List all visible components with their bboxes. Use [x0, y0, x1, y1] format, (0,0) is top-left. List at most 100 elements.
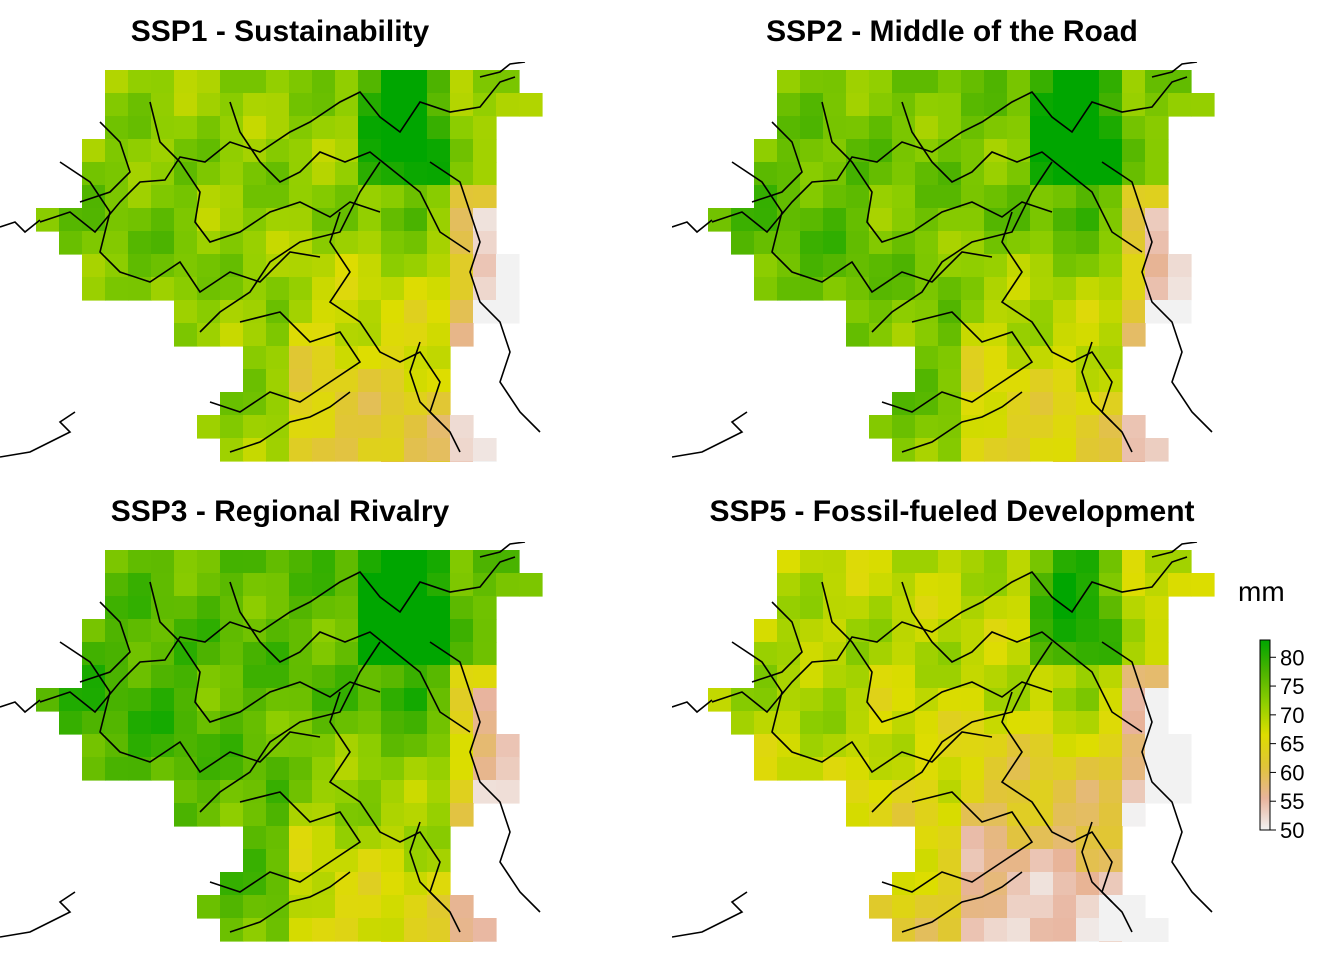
grid-cell — [938, 872, 962, 896]
grid-cell — [450, 323, 474, 347]
grid-cell — [473, 550, 497, 574]
grid-cell — [197, 688, 221, 712]
grid-cell — [961, 711, 985, 735]
grid-cell — [82, 619, 106, 643]
grid-cell — [1007, 849, 1031, 873]
grid-cell — [1145, 665, 1169, 689]
grid-cell — [869, 415, 893, 439]
grid-cell — [220, 254, 244, 278]
grid-cell — [358, 415, 382, 439]
grid-cell — [984, 757, 1008, 781]
grid-cell — [984, 872, 1008, 896]
grid-cell — [1145, 185, 1169, 209]
grid-cell — [243, 415, 267, 439]
grid-cell — [938, 277, 962, 301]
grid-cell — [473, 619, 497, 643]
grid-cell — [938, 596, 962, 620]
precipitation-map — [0, 62, 543, 462]
grid-cells — [36, 550, 543, 942]
grid-cell — [151, 757, 175, 781]
grid-cell — [266, 596, 290, 620]
map-panel-ssp3: SSP3 - Regional Rivalry — [0, 494, 640, 964]
grid-cell — [427, 392, 451, 416]
grid-cell — [961, 573, 985, 597]
grid-cell — [1030, 826, 1054, 850]
grid-cell — [823, 665, 847, 689]
grid-cell — [404, 93, 428, 117]
grid-cell — [961, 277, 985, 301]
grid-cell — [289, 849, 313, 873]
grid-cell — [427, 619, 451, 643]
grid-cell — [450, 688, 474, 712]
grid-cell — [1053, 369, 1077, 393]
grid-cell — [938, 619, 962, 643]
grid-cell — [496, 93, 520, 117]
grid-cell — [266, 346, 290, 370]
grid-cell — [1076, 665, 1100, 689]
grid-cell — [220, 277, 244, 301]
grid-cell — [404, 895, 428, 919]
grid-cell — [961, 550, 985, 574]
grid-cell — [427, 665, 451, 689]
grid-cell — [381, 139, 405, 163]
grid-cell — [754, 734, 778, 758]
grid-cell — [381, 734, 405, 758]
grid-cell — [496, 70, 520, 94]
grid-cell — [1053, 323, 1077, 347]
grid-cell — [869, 162, 893, 186]
grid-cell — [1030, 208, 1054, 232]
grid-cell — [961, 346, 985, 370]
grid-cell — [1122, 208, 1146, 232]
grid-cell — [151, 208, 175, 232]
grid-cell — [754, 162, 778, 186]
grid-cell — [381, 895, 405, 919]
boundary-line — [479, 542, 526, 558]
grid-cell — [427, 711, 451, 735]
grid-cell — [427, 918, 451, 942]
grid-cell — [496, 780, 520, 804]
boundary-line — [731, 161, 993, 294]
grid-cell — [128, 277, 152, 301]
grid-cell — [938, 573, 962, 597]
grid-cell — [800, 688, 824, 712]
grid-cell — [892, 918, 916, 942]
grid-cell — [266, 757, 290, 781]
grid-cell — [1053, 392, 1077, 416]
grid-cell — [961, 688, 985, 712]
grid-cell — [151, 573, 175, 597]
grid-cell — [777, 93, 801, 117]
grid-cell — [846, 323, 870, 347]
grid-cell — [312, 139, 336, 163]
grid-cell — [1191, 93, 1215, 117]
grid-cell — [243, 231, 267, 255]
grid-cell — [1030, 895, 1054, 919]
grid-cell — [1007, 573, 1031, 597]
grid-cell — [496, 300, 520, 324]
grid-cell — [984, 803, 1008, 827]
grid-cell — [358, 803, 382, 827]
boundary-line — [711, 556, 1188, 714]
boundary-line — [1101, 161, 1213, 433]
grid-cell — [381, 665, 405, 689]
boundary-line — [0, 219, 41, 234]
grid-cell — [404, 849, 428, 873]
grid-cell — [938, 208, 962, 232]
grid-cell — [473, 757, 497, 781]
color-legend: mm 80 75 70 65 60 55 50 — [1230, 576, 1340, 856]
grid-cell — [961, 323, 985, 347]
grid-cell — [800, 573, 824, 597]
grid-cell — [312, 642, 336, 666]
grid-cell — [1122, 300, 1146, 324]
boundary-line — [1101, 641, 1213, 913]
grid-cell — [1030, 70, 1054, 94]
grid-cell — [174, 70, 198, 94]
grid-cell — [312, 369, 336, 393]
grid-cell — [823, 208, 847, 232]
grid-cell — [1007, 619, 1031, 643]
grid-cell — [496, 277, 520, 301]
grid-cell — [892, 596, 916, 620]
grid-cell — [128, 208, 152, 232]
grid-cell — [381, 757, 405, 781]
grid-cell — [335, 231, 359, 255]
grid-cell — [1122, 596, 1146, 620]
